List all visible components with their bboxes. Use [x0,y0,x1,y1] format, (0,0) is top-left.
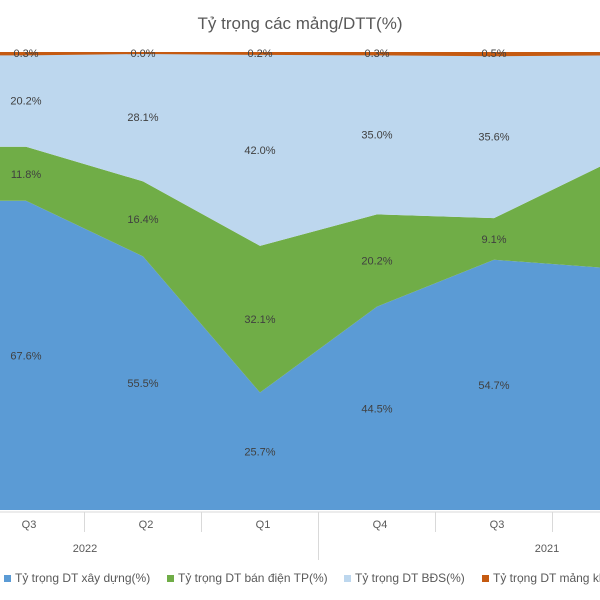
data-label: 67.6% [10,350,41,362]
data-label: 9.1% [481,234,506,246]
data-label: 35.6% [478,132,509,144]
legend-label: Tỷ trọng DT bán điện TP(%) [178,571,328,585]
legend-label: Tỷ trọng DT mảng khác [493,571,600,585]
data-label: 44.5% [361,403,392,415]
data-label: 0.3% [364,48,389,60]
legend-label: Tỷ trọng DT BĐS(%) [355,571,465,585]
data-label: 32.1% [244,314,275,326]
data-label: 11.8% [11,169,42,181]
legend-swatch [167,574,174,582]
data-label: 35.0% [361,129,392,141]
data-label: 0.5% [481,48,506,60]
x-tick-label: Q1 [256,519,271,531]
x-group-label: 2021 [535,543,559,555]
x-tick-label: Q3 [490,519,505,531]
legend-label: Tỷ trọng DT xây dựng(%) [15,571,151,585]
data-label: 42.0% [244,145,275,157]
data-label: 54.7% [478,380,509,392]
data-label: 0.2% [247,48,272,60]
data-label: 55.5% [127,378,158,390]
x-group-label: 2022 [73,543,97,555]
data-label: 25.7% [244,446,275,458]
area-series-2 [0,53,600,246]
x-tick-label: Q2 [139,519,154,531]
data-label: 20.2% [361,255,392,267]
legend-swatch [482,574,489,582]
area-series-3 [0,51,600,57]
legend-item: Tỷ trọng DT bán điện TP(%) [167,571,328,585]
legend-item: Tỷ trọng DT mảng khác [482,571,600,585]
data-label: 20.2% [10,96,41,108]
area-series-0 [0,200,600,510]
legend-item: Tỷ trọng DT xây dựng(%) [4,571,150,585]
legend-swatch [4,574,11,582]
data-label: 0.3% [13,48,38,60]
data-label: 28.1% [127,112,158,124]
data-label: 16.4% [127,214,158,226]
x-tick-label: Q3 [22,519,37,531]
area-series-1 [0,146,600,393]
data-label: 0.0% [130,48,155,60]
legend-swatch [344,574,351,582]
chart-title: Tỷ trọng các mảng/DTT(%) [197,14,403,33]
chart-legend: Tỷ trọng DT xây dựng(%) Tỷ trọng DT bán đ… [4,571,600,591]
axis-background [0,512,600,600]
x-tick-label: Q4 [373,519,388,531]
legend-item: Tỷ trọng DT BĐS(%) [344,571,465,585]
